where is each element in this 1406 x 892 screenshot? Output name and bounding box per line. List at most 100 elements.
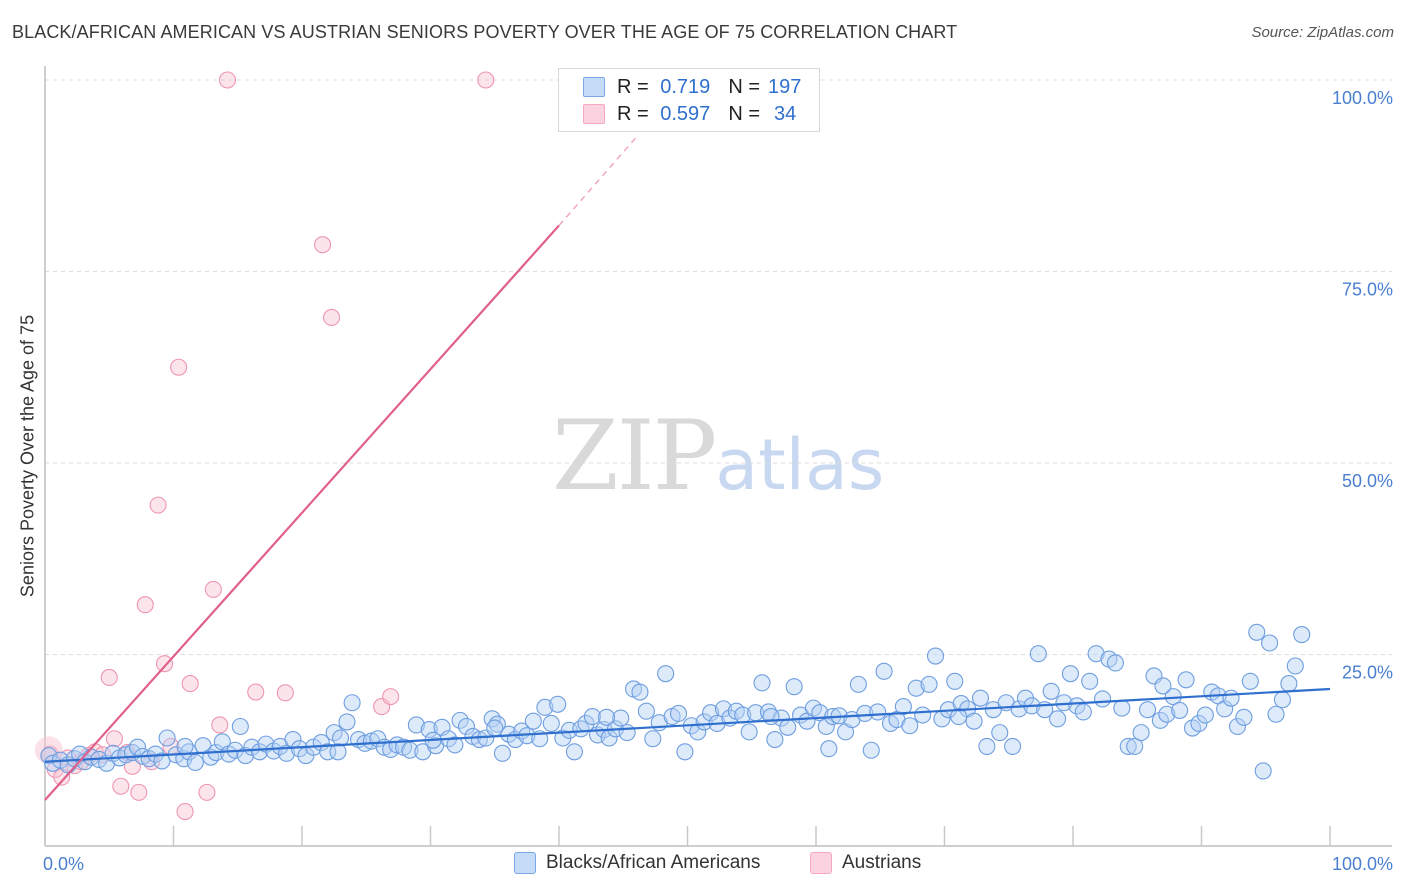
black-point (338, 713, 356, 731)
black-point (446, 736, 464, 754)
black-point (1068, 697, 1086, 715)
black-point (779, 718, 797, 736)
austrian-point (382, 688, 400, 706)
legend-n-label: N = (728, 75, 760, 98)
black-point (637, 702, 655, 720)
y-tick-label: 25.0% (1342, 663, 1393, 683)
black-point (1138, 701, 1157, 719)
black-point (401, 741, 419, 759)
tick-labels: 100.0% 75.0% 50.0% 25.0% 0.0% 100.0% (43, 88, 1393, 874)
trend-line-austrians (44, 224, 560, 801)
axes (44, 66, 1392, 847)
black-point (644, 730, 662, 748)
black-point (1049, 710, 1067, 728)
black-point (1119, 737, 1137, 755)
legend-n-value: 34 (774, 102, 797, 125)
black-point (536, 698, 554, 716)
black-point (862, 741, 880, 759)
black-point (1171, 701, 1189, 719)
legend-swatch-blacks (583, 77, 605, 97)
black-point (343, 694, 361, 712)
black-point (1293, 626, 1311, 644)
black-point (1267, 705, 1285, 723)
black-point (702, 704, 720, 722)
x-tick-label: 100.0% (1332, 854, 1393, 874)
black-point (1273, 691, 1292, 709)
black-point (1177, 671, 1195, 689)
austrian-point (112, 777, 130, 795)
black-point (524, 712, 542, 730)
watermark-atlas: atlas (715, 424, 885, 506)
black-point (695, 713, 713, 731)
chart-title: BLACK/AFRICAN AMERICAN VS AUSTRIAN SENIO… (12, 22, 958, 42)
black-point (329, 743, 347, 761)
black-point (978, 737, 996, 755)
chart-source: Source: ZipAtlas.com (1251, 24, 1394, 41)
black-point (920, 675, 938, 693)
black-point (176, 737, 194, 755)
austrian-point (155, 655, 174, 673)
black-point (583, 707, 601, 726)
black-point (1132, 724, 1150, 742)
black-point (1074, 703, 1092, 721)
legend-row-austrians: R = 0.597 N = 34 (583, 101, 796, 127)
bottom-legend-swatch-austrians (810, 852, 832, 874)
black-point (612, 709, 630, 727)
y-tick-label: 100.0% (1332, 88, 1393, 108)
black-point (875, 662, 893, 680)
legend-r-label: R = (617, 75, 649, 98)
trend-line-blacks (44, 687, 1331, 763)
black-point (153, 752, 171, 770)
bottom-legend-label-blacks: Blacks/African Americans (546, 852, 761, 873)
black-point (785, 678, 803, 696)
austrian-point (136, 596, 154, 614)
black-point (820, 740, 838, 758)
austrian-point (204, 580, 222, 598)
black-point (766, 730, 784, 749)
austrian-point (105, 730, 123, 748)
legend-r-value: 0.597 (660, 102, 711, 125)
black-point (618, 724, 636, 742)
black-point (542, 714, 560, 732)
legend-row-blacks: R = 0.719 N = 197 (583, 74, 801, 100)
austrian-point (218, 71, 237, 89)
black-point (1061, 665, 1079, 683)
correlation-legend: R = 0.719 N = 197 R = 0.597 N = 34 (558, 68, 820, 132)
austrian-point (211, 716, 229, 734)
black-point (1222, 689, 1240, 707)
black-point (1241, 672, 1259, 690)
watermark-zip: ZIP (552, 400, 717, 512)
black-point (1042, 682, 1060, 700)
black-point (549, 695, 567, 713)
austrian-point (170, 358, 188, 376)
black-point (451, 711, 469, 729)
black-point (565, 743, 583, 761)
black-point (1081, 672, 1099, 690)
legend-n-label: N = (728, 102, 760, 125)
black-point (319, 743, 337, 761)
austrian-point (477, 71, 495, 89)
y-tick-label: 75.0% (1342, 280, 1393, 300)
trend-line-austrians-extension (558, 136, 637, 227)
austrians-points (34, 71, 495, 821)
black-point (1286, 657, 1304, 675)
black-point (907, 679, 925, 697)
black-point (407, 716, 425, 734)
black-point (128, 738, 147, 756)
bottom-legend-austrians: Austrians (810, 852, 921, 874)
watermark: ZIPatlas (552, 400, 884, 512)
black-point (231, 717, 249, 736)
black-point (186, 753, 204, 772)
black-point (1190, 714, 1208, 732)
black-point (1216, 700, 1234, 718)
black-point (946, 672, 964, 690)
black-point (470, 730, 488, 749)
grid (45, 79, 1392, 655)
blacks-points (40, 623, 1311, 780)
black-point (1126, 737, 1144, 755)
black-point (762, 707, 780, 726)
x-tick-label: 0.0% (43, 854, 84, 874)
black-point (914, 706, 932, 724)
black-point (971, 689, 990, 707)
austrian-point (198, 783, 216, 801)
